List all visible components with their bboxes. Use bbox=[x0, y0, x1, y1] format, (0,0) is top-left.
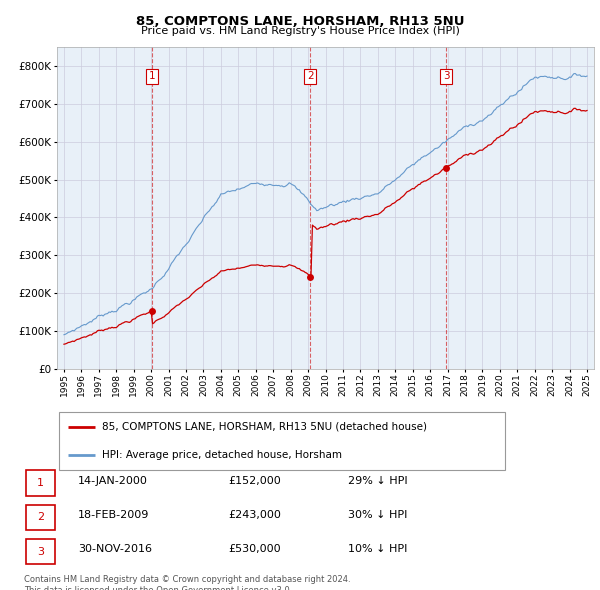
Text: 3: 3 bbox=[443, 71, 449, 81]
Text: 1: 1 bbox=[149, 71, 155, 81]
Text: 1: 1 bbox=[37, 478, 44, 488]
Text: 10% ↓ HPI: 10% ↓ HPI bbox=[348, 545, 407, 554]
Text: HPI: Average price, detached house, Horsham: HPI: Average price, detached house, Hors… bbox=[102, 450, 342, 460]
Text: 18-FEB-2009: 18-FEB-2009 bbox=[78, 510, 149, 520]
Text: 30-NOV-2016: 30-NOV-2016 bbox=[78, 545, 152, 554]
Text: 2: 2 bbox=[307, 71, 314, 81]
Text: 3: 3 bbox=[37, 547, 44, 556]
FancyBboxPatch shape bbox=[26, 470, 55, 496]
Text: 14-JAN-2000: 14-JAN-2000 bbox=[78, 476, 148, 486]
Text: 30% ↓ HPI: 30% ↓ HPI bbox=[348, 510, 407, 520]
Text: 85, COMPTONS LANE, HORSHAM, RH13 5NU (detached house): 85, COMPTONS LANE, HORSHAM, RH13 5NU (de… bbox=[102, 422, 427, 432]
Text: Contains HM Land Registry data © Crown copyright and database right 2024.
This d: Contains HM Land Registry data © Crown c… bbox=[24, 575, 350, 590]
Text: Price paid vs. HM Land Registry's House Price Index (HPI): Price paid vs. HM Land Registry's House … bbox=[140, 26, 460, 36]
Text: 85, COMPTONS LANE, HORSHAM, RH13 5NU: 85, COMPTONS LANE, HORSHAM, RH13 5NU bbox=[136, 15, 464, 28]
Text: 29% ↓ HPI: 29% ↓ HPI bbox=[348, 476, 407, 486]
Text: 2: 2 bbox=[37, 513, 44, 522]
Text: £243,000: £243,000 bbox=[228, 510, 281, 520]
Text: £530,000: £530,000 bbox=[228, 545, 281, 554]
FancyBboxPatch shape bbox=[26, 504, 55, 530]
Text: £152,000: £152,000 bbox=[228, 476, 281, 486]
FancyBboxPatch shape bbox=[59, 412, 505, 470]
FancyBboxPatch shape bbox=[26, 539, 55, 565]
